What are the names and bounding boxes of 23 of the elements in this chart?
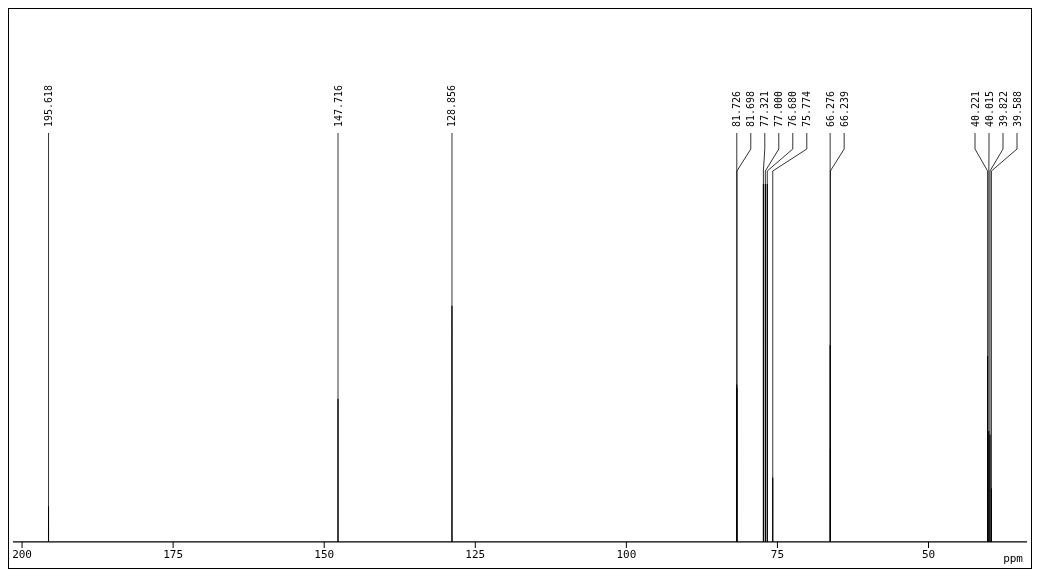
- annotation: 77.000: [773, 90, 785, 127]
- x-tick-label: 175: [163, 547, 184, 561]
- x-tick-label: 50: [921, 547, 936, 561]
- annotation: 147.716: [332, 84, 344, 127]
- annotation: 39.588: [1011, 90, 1023, 127]
- x-tick-label: 125: [465, 547, 486, 561]
- annotation: 39.822: [997, 90, 1009, 127]
- annotation: 128.856: [446, 84, 458, 127]
- x-tick-label: 200: [12, 547, 32, 561]
- annotation: 66.239: [838, 90, 850, 127]
- x-tick-label: 150: [314, 547, 335, 561]
- annotation: 195.618: [43, 84, 55, 127]
- annotation: 66.276: [824, 90, 836, 127]
- annotation: 75.774: [801, 90, 813, 127]
- annotation: 76.680: [787, 90, 799, 127]
- annotation: 81.726: [731, 90, 743, 127]
- annotation: 77.321: [759, 90, 771, 127]
- x-axis-title: ppm: [1001, 552, 1025, 565]
- annotation: 40.221: [969, 90, 981, 127]
- x-tick-label: 75: [770, 547, 785, 561]
- annotation: 40.015: [983, 90, 995, 127]
- x-tick-label: 100: [616, 547, 637, 561]
- annotation: 81.698: [745, 90, 757, 127]
